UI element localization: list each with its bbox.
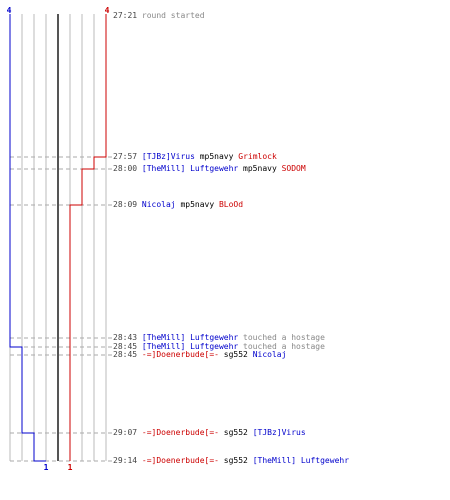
blue-team-line <box>9 14 46 462</box>
blue-player-name: [TheMill] Luftgewehr <box>141 164 239 173</box>
event-row: 28:43 [TheMill] Luftgewehr touched a hos… <box>113 333 325 342</box>
event-row: 27:21 round started <box>113 11 205 20</box>
red-player-name: -=]Doenerbude[=- <box>141 350 219 359</box>
event-time: 27:21 <box>113 11 142 20</box>
red-player-name: -=]Doenerbude[=- <box>141 456 219 465</box>
blue-player-name: [TheMill] Luftgewehr <box>252 456 350 465</box>
blue-start-count: 4 <box>7 6 12 15</box>
blue-player-name: [TJBz]Virus <box>252 428 306 437</box>
red-player-name: SODOM <box>281 164 306 173</box>
red-player-name: -=]Doenerbude[=- <box>141 428 219 437</box>
event-row: 29:07 -=]Doenerbude[=- sg552 [TJBz]Virus <box>113 428 306 437</box>
event-time: 28:43 <box>113 333 142 342</box>
weapon-name: sg552 <box>218 456 253 465</box>
red-end-count: 1 <box>68 463 73 472</box>
blue-end-count: 1 <box>44 463 49 472</box>
event-row: 28:45 [TheMill] Luftgewehr touched a hos… <box>113 342 325 351</box>
red-team-line <box>69 14 107 461</box>
event-time: 28:09 <box>113 200 142 209</box>
event-info: round started <box>141 11 205 20</box>
weapon-name: mp5navy <box>194 152 239 161</box>
event-row: 29:14 -=]Doenerbude[=- sg552 [TheMill] L… <box>113 456 349 465</box>
weapon-name: mp5navy <box>238 164 282 173</box>
blue-player-name: Nicolaj <box>252 350 287 359</box>
event-info: touched a hostage <box>238 333 325 342</box>
weapon-name: mp5navy <box>175 200 219 209</box>
event-time: 29:14 <box>113 456 142 465</box>
event-time: 28:45 <box>113 350 142 359</box>
event-row: 28:00 [TheMill] Luftgewehr mp5navy SODOM <box>113 164 306 173</box>
red-start-count: 4 <box>105 6 110 15</box>
blue-player-name: [TheMill] Luftgewehr <box>141 342 239 351</box>
red-player-name: Grimlock <box>238 152 277 161</box>
blue-player-name: Nicolaj <box>141 200 176 209</box>
event-info: touched a hostage <box>238 342 325 351</box>
event-time: 29:07 <box>113 428 142 437</box>
event-time: 28:45 <box>113 342 142 351</box>
event-time: 28:00 <box>113 164 142 173</box>
blue-player-name: [TJBz]Virus <box>141 152 195 161</box>
weapon-name: sg552 <box>218 350 253 359</box>
blue-player-name: [TheMill] Luftgewehr <box>141 333 239 342</box>
red-player-name: BLoOd <box>218 200 244 209</box>
event-row: 27:57 [TJBz]Virus mp5navy Grimlock <box>113 152 277 161</box>
event-time: 27:57 <box>113 152 142 161</box>
weapon-name: sg552 <box>218 428 253 437</box>
event-row: 28:45 -=]Doenerbude[=- sg552 Nicolaj <box>113 350 286 359</box>
event-row: 28:09 Nicolaj mp5navy BLoOd <box>113 200 243 209</box>
